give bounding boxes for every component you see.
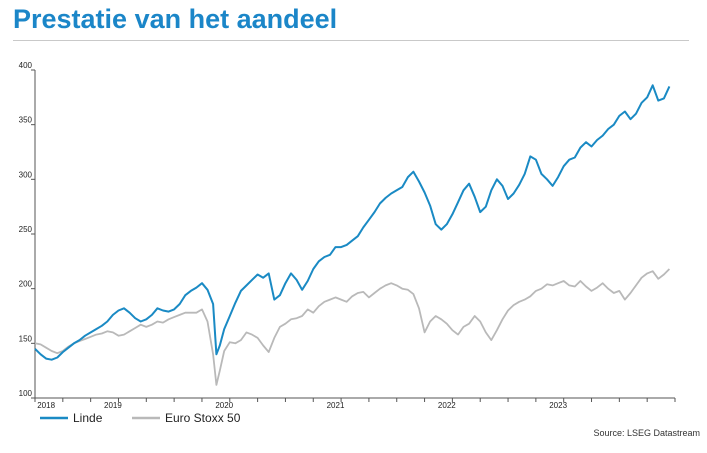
y-tick-label: 400 [19, 61, 33, 70]
legend-eurostoxx-label: Euro Stoxx 50 [165, 411, 241, 425]
series-layer [34, 84, 671, 386]
y-tick-label: 350 [19, 116, 33, 125]
title-divider [13, 40, 689, 41]
chart-axes [34, 70, 675, 399]
legend: Linde Euro Stoxx 50 [40, 411, 241, 425]
series-eurostoxx50-line [34, 268, 671, 386]
y-tick-label: 300 [19, 170, 33, 179]
x-ticks: 2018 2019 2020 2021 2022 2023 [34, 398, 676, 410]
series-linde-line [34, 84, 671, 361]
x-tick-label: 2020 [215, 401, 233, 410]
x-tick-label: 2021 [327, 401, 345, 410]
y-tick-label: 250 [19, 225, 33, 234]
y-tick-label: 150 [19, 334, 33, 343]
y-ticks: 100 150 200 250 300 350 400 [19, 61, 35, 399]
x-tick-label: 2019 [104, 401, 122, 410]
source-note: Source: LSEG Datastream [593, 428, 700, 438]
x-tick-label: 2022 [438, 401, 456, 410]
y-tick-label: 100 [19, 389, 33, 398]
page-title: Prestatie van het aandeel [13, 4, 338, 34]
x-tick-label: 2018 [37, 401, 55, 410]
x-tick-label: 2023 [549, 401, 567, 410]
legend-linde-label: Linde [73, 411, 103, 425]
y-tick-label: 200 [19, 280, 33, 289]
